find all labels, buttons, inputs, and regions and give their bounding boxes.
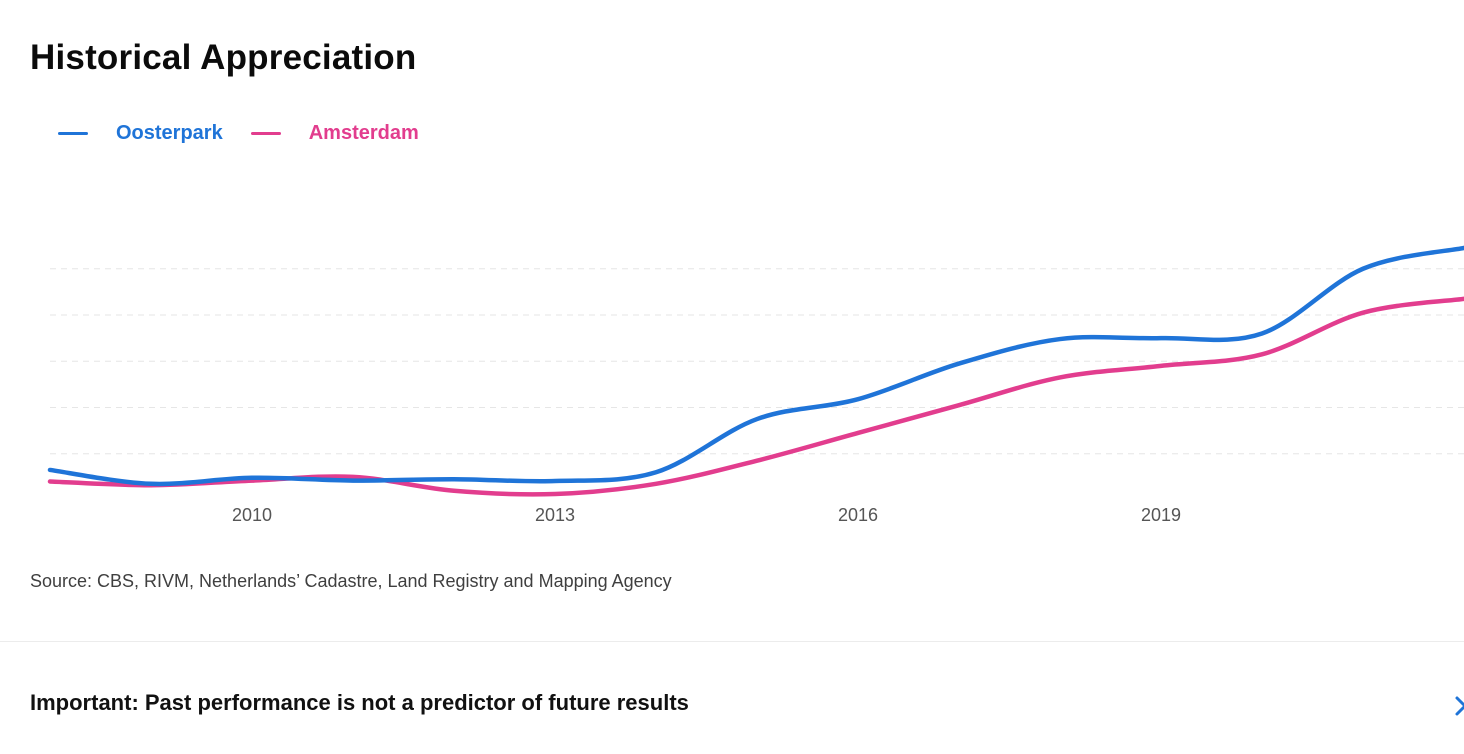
disclaimer-text: Important: Past performance is not a pre… <box>30 690 689 715</box>
line-chart: 2010 2013 2016 2019 <box>47 245 1464 525</box>
legend-item-amsterdam[interactable]: Amsterdam <box>250 121 419 145</box>
series-line-amsterdam <box>47 296 1464 497</box>
disclaimer-row[interactable]: Important: Past performance is not a pre… <box>0 674 1464 738</box>
legend-swatch-oosterpark <box>58 131 88 135</box>
legend-label-amsterdam: Amsterdam <box>308 121 419 144</box>
legend-item-oosterpark[interactable]: Oosterpark <box>58 122 223 145</box>
x-axis-ticks: 2010 2013 2016 2019 <box>232 505 1181 525</box>
legend-label-oosterpark: Oosterpark <box>116 121 223 144</box>
source-note: Source: CBS, RIVM, Netherlands’ Cadastre… <box>30 571 672 591</box>
x-tick-label-2019: 2019 <box>1141 505 1181 525</box>
chevron-right-icon[interactable] <box>1454 694 1464 718</box>
x-tick-label-2016: 2016 <box>838 505 878 525</box>
chart-area: 2010 2013 2016 2019 <box>47 245 1464 525</box>
x-tick-label-2010: 2010 <box>232 505 272 525</box>
series-line-oosterpark <box>47 245 1464 487</box>
gridlines <box>50 268 1464 455</box>
series-lines <box>47 245 1464 497</box>
chart-title: Historical Appreciation <box>30 38 417 77</box>
x-tick-label-2013: 2013 <box>535 505 575 525</box>
section-divider <box>0 641 1464 642</box>
legend-swatch-amsterdam <box>250 131 281 135</box>
chart-legend: Oosterpark Amsterdam <box>58 118 447 148</box>
